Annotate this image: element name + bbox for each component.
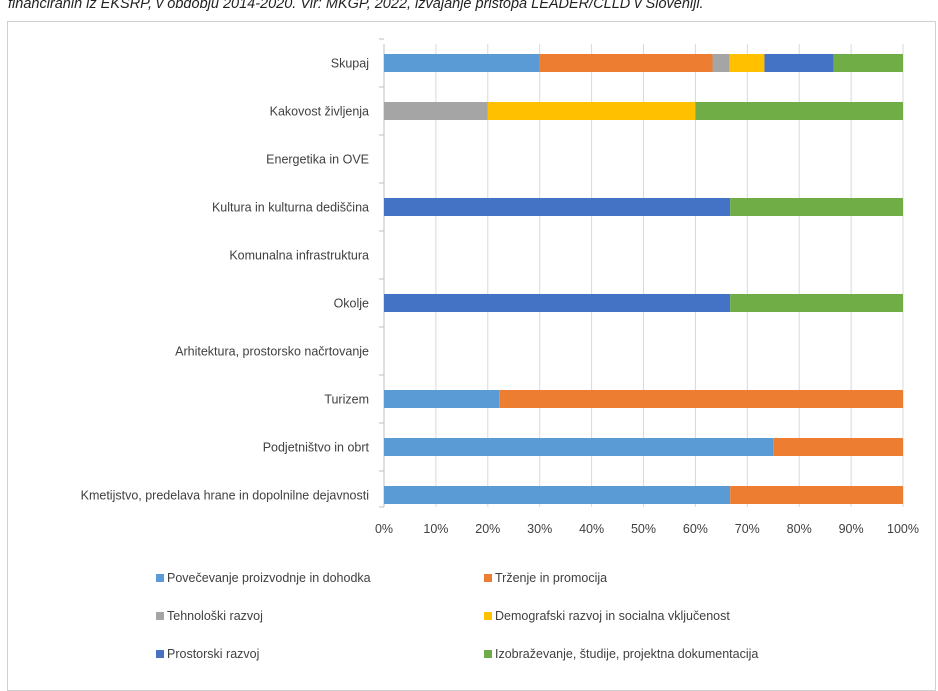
legend-swatch (484, 574, 492, 582)
legend-label: Prostorski razvoj (167, 647, 259, 661)
bar-segment (729, 54, 765, 72)
x-tick-label: 50% (631, 522, 656, 536)
bar-segment (384, 390, 500, 408)
x-tick-label: 10% (423, 522, 448, 536)
x-tick-label: 60% (683, 522, 708, 536)
bar-segment (384, 102, 488, 120)
x-tick-label: 30% (527, 522, 552, 536)
bar-segment (539, 54, 713, 72)
bar-segment (833, 54, 903, 72)
legend-label: Demografski razvoj in socialna vključeno… (495, 609, 730, 623)
bar-segment (695, 102, 903, 120)
legend-label: Trženje in promocija (495, 571, 607, 585)
legend-label: Povečevanje proizvodnje in dohodka (167, 571, 371, 585)
bar-segment (384, 438, 774, 456)
x-tick-label: 100% (887, 522, 919, 536)
legend-swatch (156, 612, 164, 620)
category-label: Skupaj (331, 57, 369, 71)
bar-segment (730, 198, 903, 216)
legend-label: Izobraževanje, študije, projektna dokume… (495, 647, 758, 661)
figure-caption: financiranih iz EKSRP, v obdobju 2014-20… (8, 0, 704, 12)
bar-segment (773, 438, 903, 456)
category-label: Komunalna infrastruktura (229, 249, 369, 263)
x-tick-label: 0% (375, 522, 393, 536)
category-label: Kultura in kulturna dediščina (212, 201, 369, 215)
legend-swatch (484, 650, 492, 658)
bar-segment (384, 54, 540, 72)
category-label: Energetika in OVE (266, 153, 369, 167)
category-label: Arhitektura, prostorsko načrtovanje (175, 345, 369, 359)
category-label: Podjetništvo in obrt (263, 441, 370, 455)
bar-segment (730, 294, 903, 312)
x-tick-label: 80% (787, 522, 812, 536)
x-tick-label: 40% (579, 522, 604, 536)
category-label: Kmetijstvo, predelava hrane in dopolniln… (81, 489, 369, 503)
x-tick-label: 20% (475, 522, 500, 536)
bar-segment (764, 54, 834, 72)
category-label: Kakovost življenja (270, 105, 369, 119)
bar-segment (712, 54, 730, 72)
category-label: Okolje (334, 297, 369, 311)
bar-segment (384, 486, 731, 504)
x-tick-label: 90% (839, 522, 864, 536)
bar-segment (487, 102, 696, 120)
legend-swatch (156, 574, 164, 582)
bar-segment (730, 486, 903, 504)
bar-segment (384, 198, 731, 216)
legend-label: Tehnološki razvoj (167, 609, 263, 623)
legend-swatch (156, 650, 164, 658)
x-tick-label: 70% (735, 522, 760, 536)
chart-frame: 0% 10% 20% 30% 40% 50% 60% 70% 80% 90% 100% Skupaj K… (7, 21, 936, 691)
category-label: Turizem (324, 393, 369, 407)
stacked-bar-chart: 0% 10% 20% 30% 40% 50% 60% 70% 80% 90% 100% Skupaj K… (81, 38, 919, 661)
bar-segment (499, 390, 903, 408)
bar-segment (384, 294, 731, 312)
legend-swatch (484, 612, 492, 620)
